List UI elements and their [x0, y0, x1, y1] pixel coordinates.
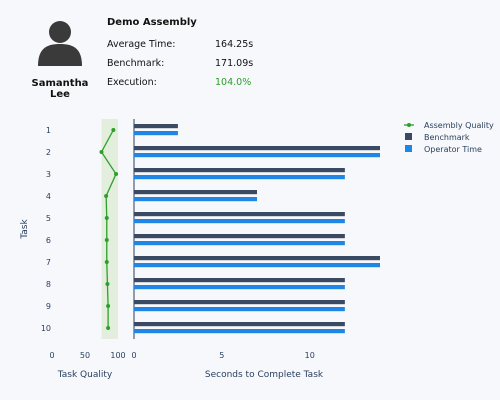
operator-time-bar [134, 197, 257, 202]
execution-value: 104.0% [215, 77, 252, 88]
task-tick-label: 2 [46, 148, 51, 157]
benchmark-bar [134, 146, 380, 151]
benchmark-value: 171.09s [215, 58, 254, 69]
benchmark-bar [134, 168, 345, 173]
summary-header: Samantha Lee Demo Assembly Average Time:… [0, 0, 500, 100]
quality-point [99, 150, 104, 154]
task-tick-label: 5 [46, 214, 51, 223]
average-time-value: 164.25s [215, 39, 254, 50]
benchmark-bar [134, 212, 345, 217]
quality-x-tick-label: 50 [80, 351, 90, 360]
benchmark-bar [134, 234, 345, 239]
operator-time-bar [134, 175, 345, 180]
user-avatar-icon [38, 21, 82, 66]
quality-point [106, 304, 111, 308]
task-axis-title: Task [20, 219, 30, 240]
quality-point [114, 172, 119, 176]
task-tick-label: 10 [41, 324, 51, 333]
benchmark-bar [134, 190, 257, 195]
operator-time-bar [134, 241, 345, 246]
quality-point [105, 282, 110, 286]
legend-quality-label: Assembly Quality [424, 121, 494, 130]
seconds-x-tick-label: 10 [305, 351, 315, 360]
average-time-label: Average Time: [107, 39, 176, 50]
legend-benchmark-swatch-icon [405, 133, 412, 140]
operator-time-bar [134, 153, 380, 158]
benchmark-bar [134, 256, 380, 261]
quality-x-tick-label: 100 [110, 351, 125, 360]
quality-point [104, 260, 109, 264]
task-tick-label: 1 [46, 126, 51, 135]
benchmark-bar [134, 124, 178, 129]
task-tick-label: 4 [46, 192, 51, 201]
quality-point [111, 128, 116, 132]
quality-point [104, 216, 109, 220]
quality-point [104, 238, 109, 242]
execution-label: Execution: [107, 77, 157, 88]
legend-operator-time-label: Operator Time [424, 145, 482, 154]
quality-x-tick-label: 0 [49, 351, 54, 360]
task-tick-label: 9 [46, 302, 51, 311]
quality-point [104, 194, 109, 198]
assembly-title: Demo Assembly [107, 17, 197, 28]
seconds-x-tick-label: 5 [219, 351, 224, 360]
user-name: Samantha Lee [31, 78, 89, 100]
benchmark-bar [134, 278, 345, 283]
legend-operator-time-swatch-icon [405, 145, 412, 152]
quality-point [106, 326, 111, 330]
quality-line [100, 129, 117, 328]
benchmark-label: Benchmark: [107, 58, 165, 69]
operator-time-bar [134, 307, 345, 312]
benchmark-bar [134, 300, 345, 305]
operator-time-bar [134, 219, 345, 224]
operator-time-bar [134, 131, 178, 136]
operator-time-bar [134, 329, 345, 334]
operator-time-bar [134, 263, 380, 268]
task-tick-label: 7 [46, 258, 51, 267]
benchmark-bar [134, 322, 345, 327]
quality-x-axis-title: Task Quality [57, 370, 113, 380]
legend-benchmark-label: Benchmark [424, 133, 470, 142]
operator-time-bar [134, 285, 345, 290]
seconds-x-tick-label: 0 [131, 351, 136, 360]
seconds-x-axis-title: Seconds to Complete Task [205, 370, 324, 380]
task-tick-label: 8 [46, 280, 51, 289]
task-tick-label: 3 [46, 170, 51, 179]
task-tick-label: 6 [46, 236, 51, 245]
legend-quality-marker-icon [407, 123, 411, 127]
